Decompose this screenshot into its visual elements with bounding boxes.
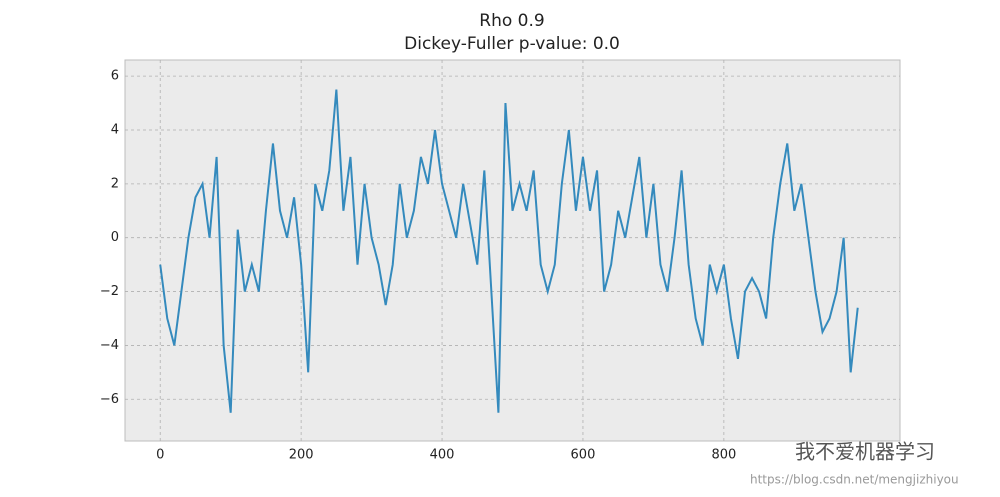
plot-area: [124, 59, 901, 442]
chart-title: Rho 0.9: [479, 11, 544, 31]
y-tick-label: 0: [111, 230, 119, 245]
x-tick-label: 0: [156, 448, 164, 463]
watermark-url: https://blog.csdn.net/mengjizhiyou: [750, 473, 959, 487]
x-tick-label: 400: [430, 448, 455, 463]
data-line: [159, 89, 859, 413]
y-tick-label: 2: [111, 176, 119, 191]
chart-subtitle: Dickey-Fuller p-value: 0.0: [404, 34, 620, 54]
watermark: 我不爱机器学习: [795, 440, 935, 464]
y-tick-label: −4: [100, 338, 119, 353]
y-tick-label: 4: [111, 123, 119, 138]
y-tick-label: −6: [100, 392, 119, 407]
y-tick-label: −2: [100, 284, 119, 299]
x-tick-label: 800: [711, 448, 736, 463]
y-tick-label: 6: [111, 69, 119, 84]
x-tick-label: 600: [571, 448, 596, 463]
x-tick-label: 200: [289, 448, 314, 463]
